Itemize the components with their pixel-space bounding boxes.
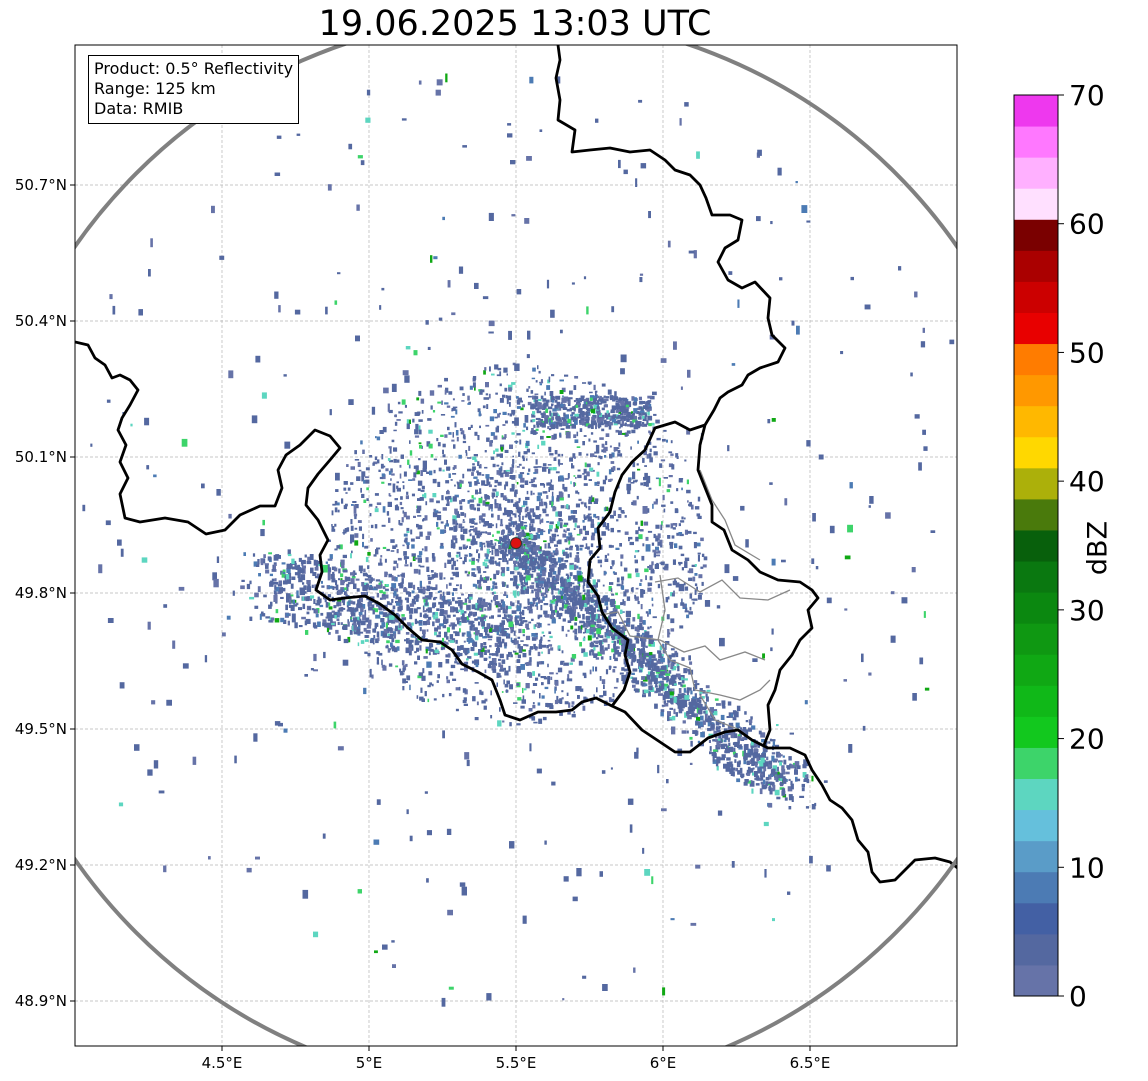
country-borders (75, 45, 957, 884)
colorbar-segment (1014, 374, 1058, 407)
colorbar-tick-label: 60 (1069, 208, 1105, 241)
lat-tick-label: 50.1°N (15, 448, 67, 466)
colorbar-tick-label: 30 (1069, 594, 1105, 627)
map-title: 19.06.2025 13:03 UTC (318, 4, 712, 44)
colorbar-tick-label: 50 (1069, 336, 1105, 369)
colorbar-tick-label: 10 (1069, 851, 1105, 884)
lon-tick-label: 6°E (650, 1054, 677, 1072)
lat-tick-label: 48.9°N (15, 992, 67, 1010)
colorbar-tick-label: 40 (1069, 465, 1105, 498)
colorbar-segment (1014, 281, 1058, 313)
colorbar-segment (1014, 623, 1058, 655)
colorbar-segment (1014, 219, 1058, 251)
colorbar-segment (1014, 467, 1058, 500)
colorbar-segment (1014, 778, 1058, 811)
colorbar-segment (1014, 529, 1058, 562)
axis-ticks: 4.5°E 5°E 5.5°E 6°E 6.5°E 48.9°N 49.2°N 49.5°N 4… (15, 176, 831, 1072)
lat-tick-label: 50.4°N (15, 312, 67, 330)
colorbar-segment (1014, 188, 1058, 220)
data-source-text: Data: RMIB (94, 99, 184, 118)
colorbar-tick-label: 70 (1069, 79, 1105, 112)
lon-tick-label: 4.5°E (202, 1054, 243, 1072)
colorbar-segment (1014, 592, 1058, 624)
colorbar-segment (1014, 343, 1058, 376)
lon-tick-label: 5°E (356, 1054, 383, 1072)
colorbar-segment (1014, 654, 1058, 686)
colorbar-segment (1014, 498, 1058, 531)
colorbar-label: dBZ (1082, 520, 1114, 576)
colorbar-segment (1014, 126, 1058, 158)
colorbar-segment (1014, 964, 1058, 997)
colorbar-frame (1013, 94, 1059, 997)
colorbar-tick-label: 20 (1069, 723, 1105, 756)
colorbar-segment (1014, 716, 1058, 748)
product-info-box: Product: 0.5° Reflectivity Range: 125 km… (88, 55, 300, 124)
lat-tick-label: 49.2°N (15, 856, 67, 874)
colorbar-segment (1014, 747, 1058, 780)
lon-tick-label: 5.5°E (496, 1054, 537, 1072)
colorbar-segment (1014, 436, 1058, 469)
colorbar-segment (1014, 809, 1058, 842)
lat-tick-label: 49.8°N (15, 584, 67, 602)
colorbar-segment (1014, 312, 1058, 345)
colorbar-segment (1014, 250, 1058, 282)
range-text: Range: 125 km (94, 79, 216, 98)
colorbar-segment (1014, 95, 1058, 127)
colorbar-segment (1014, 902, 1058, 935)
radar-site-marker (510, 537, 522, 550)
colorbar-segment (1014, 685, 1058, 717)
colorbar-segment (1014, 405, 1058, 438)
colorbar-segment (1014, 840, 1058, 873)
lat-tick-label: 50.7°N (15, 176, 67, 194)
lon-tick-label: 6.5°E (790, 1054, 831, 1072)
region-boundaries (599, 469, 791, 731)
colorbar-segment (1014, 561, 1058, 593)
map-gridlines (75, 45, 957, 1046)
colorbar-tick-label: 0 (1069, 980, 1087, 1013)
product-text: Product: 0.5° Reflectivity (94, 59, 294, 78)
lat-tick-label: 49.5°N (15, 720, 67, 738)
reflectivity-echoes (82, 73, 955, 1007)
colorbar: 0 10 20 30 40 50 60 70 (1013, 79, 1105, 1013)
colorbar-segment (1014, 157, 1058, 189)
colorbar-segment (1014, 871, 1058, 904)
colorbar-segment (1014, 933, 1058, 966)
